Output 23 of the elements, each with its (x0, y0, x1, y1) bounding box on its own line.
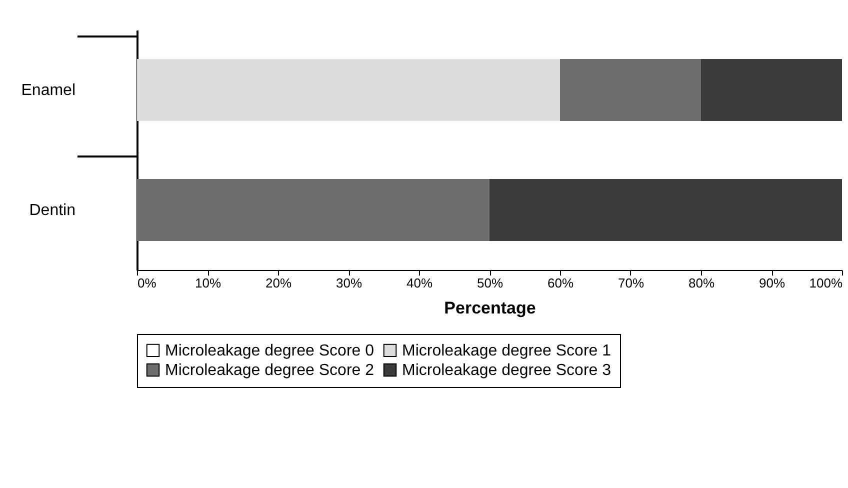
legend-label: Microleakage degree Score 0 (165, 342, 374, 360)
bar (137, 179, 490, 241)
legend-label: Microleakage degree Score 2 (165, 362, 374, 379)
x-axis-title: Percentage (444, 298, 536, 318)
x-tick-label: 50% (476, 276, 504, 290)
x-tick-label: 100% (809, 276, 843, 290)
x-tick-label: 70% (618, 276, 644, 290)
legend-label: Microleakage degree Score 1 (402, 342, 612, 360)
bar (137, 59, 560, 121)
y-tick-label: Dentin (29, 202, 76, 219)
bar (490, 179, 842, 241)
x-tick-label: 30% (336, 276, 362, 290)
legend-label: Microleakage degree Score 3 (402, 362, 612, 379)
x-tick-label: 0% (138, 276, 157, 290)
y-tick-label: Enamel (21, 82, 76, 99)
x-tick-label: 40% (406, 276, 433, 290)
x-tick-label: 60% (547, 276, 574, 290)
bar (560, 59, 701, 121)
x-tick-label: 20% (265, 276, 292, 290)
x-tick-label: 90% (758, 276, 786, 290)
bar (701, 59, 842, 121)
x-tick-label: 80% (688, 276, 715, 290)
x-tick-label: 10% (194, 276, 222, 290)
